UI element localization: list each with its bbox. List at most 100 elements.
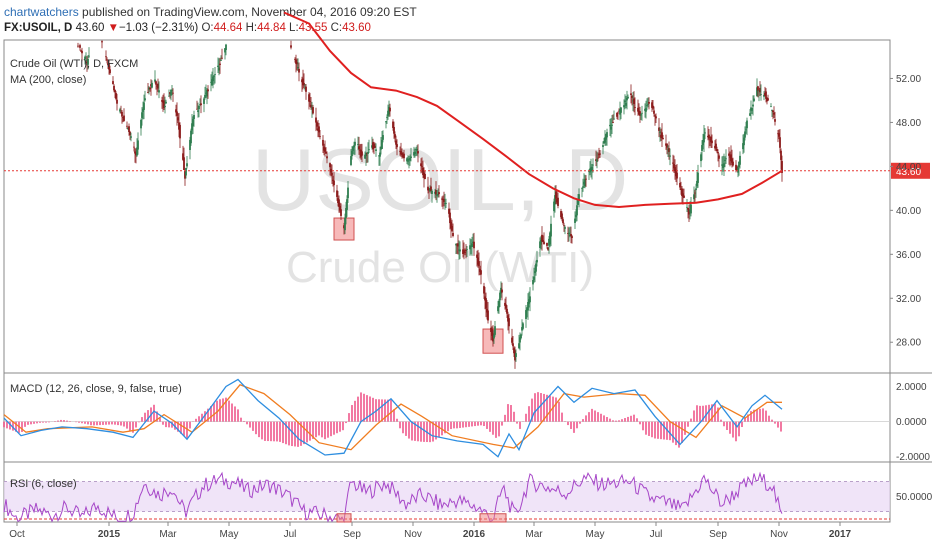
candle-body [742,143,744,150]
candle-body [476,254,478,258]
macd-tick-label: 0.0000 [896,417,927,428]
legend-ma[interactable]: MA (200, close) [10,74,86,86]
candle-body [450,221,452,229]
macd-histogram-bar [321,421,323,438]
macd-histogram-bar [255,421,257,435]
macd-line [3,378,783,458]
candle-body [470,246,472,248]
macd-histogram-bar [600,413,602,422]
candle-body [449,212,451,224]
legend-rsi[interactable]: RSI (6, close) [10,478,77,490]
candle-body [456,244,458,246]
macd-histogram-bar [729,421,731,434]
candle-body [360,149,362,157]
macd-histogram-bar [117,421,119,426]
macd-histogram-bar [300,421,302,446]
candle-body [340,209,342,216]
price-axis[interactable]: 28.00 32.00 36.00 40.00 44.00 48.00 52.00 [890,74,921,349]
candle-body [144,98,146,101]
candle-body [732,161,734,166]
macd-histogram-bar [168,421,170,428]
candle-body [644,108,646,111]
candle-body [80,50,82,52]
candle-body [378,155,380,157]
macd-histogram-bar [642,421,644,431]
candle-body [701,145,703,151]
macd-histogram-bar [252,421,254,431]
macd-histogram-bar [90,421,92,426]
candle-body [683,195,685,198]
time-axis[interactable]: Oct 2015 Mar May Jul Sep Nov 2016 Mar May Jul Sep No… [9,522,852,540]
macd-histogram-bar [570,421,572,429]
macd-histogram-bar [633,414,635,422]
candle-body [672,162,674,164]
candle-body [617,112,619,114]
candle-body [336,190,338,197]
candle-body [746,120,748,129]
candle-body [504,302,506,306]
macd-histogram-bar [276,421,278,442]
candle-body [619,108,621,115]
macd-histogram-bar [750,411,752,422]
macd-tick-label: -2.0000 [896,452,930,463]
candle-body [421,166,423,168]
macd-histogram-bar [111,421,113,425]
candle-body [109,69,111,74]
candle-body [351,151,353,157]
legend-macd[interactable]: MACD (12, 26, close, 9, false, true) [10,383,182,395]
candle-body [358,146,360,150]
candle-body [774,119,776,122]
candle-body [756,87,758,97]
candle-body [757,86,759,91]
macd-histogram-bar [156,411,158,422]
candle-body [133,146,135,148]
macd-histogram-bar [516,421,518,424]
candle-body [177,117,179,121]
candle-body [406,158,408,162]
macd-histogram-bar [558,401,560,422]
macd-histogram-bar [261,421,263,440]
candle-body [84,56,86,60]
macd-histogram-bar [147,410,149,422]
time-tick-label: Sep [343,529,361,540]
macd-histogram-bar [675,421,677,446]
candle-body [123,115,125,121]
macd-histogram-bar [615,420,617,422]
macd-histogram-bar [408,421,410,439]
candle-body [301,79,303,83]
candle-body [437,193,439,196]
candle-body [539,241,541,248]
candle-body [324,147,326,152]
macd-histogram-bar [201,413,203,422]
macd-histogram-bar [567,421,569,426]
candle-body [583,181,585,185]
candle-body [486,308,488,313]
macd-histogram-bar [699,405,701,422]
candles [77,40,783,369]
macd-histogram-bar [768,415,770,422]
macd-histogram-bar [705,405,707,422]
macd-histogram-bar [696,405,698,422]
candle-body [350,156,352,165]
candle-body [483,286,485,294]
macd-histogram-bar [132,421,134,433]
candle-body [501,289,503,293]
macd-histogram-bar [264,421,266,441]
candle-body [219,63,221,65]
author-link[interactable]: chartwatchers [4,5,79,19]
macd-histogram-bar [63,420,65,422]
candle-body [561,213,563,219]
macd-histogram-bar [399,421,401,429]
candle-body [603,141,605,144]
candle-body [387,110,389,116]
macd-histogram-bar [660,421,662,440]
time-tick-label: Nov [404,529,422,540]
macd-histogram-bar [621,419,623,422]
candle-body [508,318,510,327]
ohlc-header: FX:USOIL, D 43.60 ▼−1.03 (−2.31%) O:44.6… [4,22,371,34]
candle-body [472,241,474,243]
legend-symbol[interactable]: Crude Oil (WTI), D, FXCM [10,58,138,70]
macd-histogram-bar [726,421,728,430]
macd-histogram-bar [513,411,515,422]
